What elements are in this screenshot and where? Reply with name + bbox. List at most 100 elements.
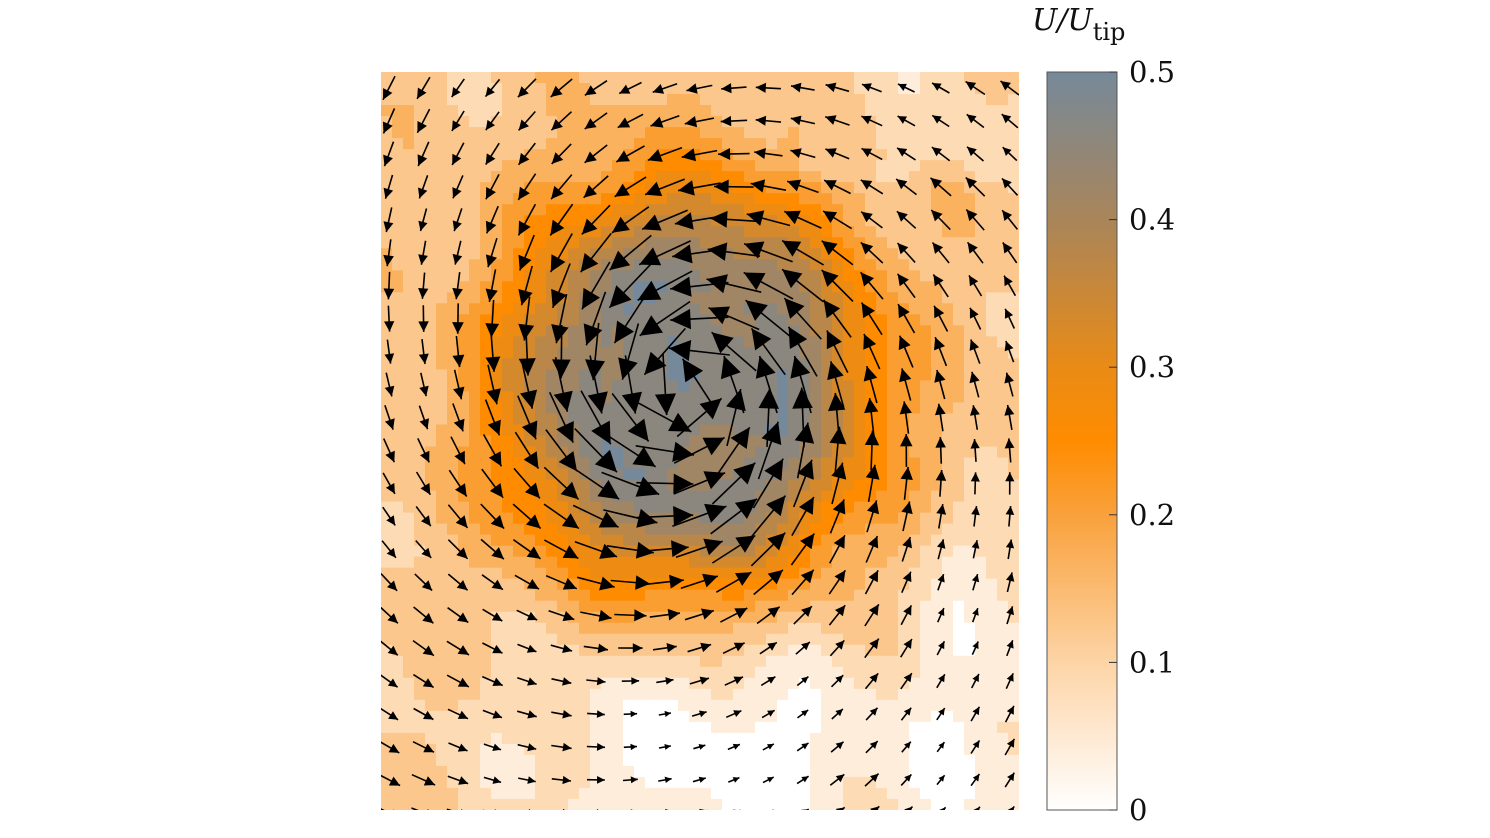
contour-cell bbox=[535, 391, 547, 404]
contour-cell bbox=[810, 259, 822, 271]
contour-cell bbox=[480, 413, 492, 426]
contour-cell bbox=[546, 292, 558, 304]
vector-arrow-head bbox=[609, 285, 632, 308]
contour-cell bbox=[403, 633, 415, 646]
contour-cell bbox=[634, 149, 646, 161]
contour-cell bbox=[975, 798, 987, 810]
contour-cell bbox=[469, 369, 481, 382]
vector-arrow-head bbox=[1006, 673, 1014, 682]
contour-cell bbox=[755, 578, 767, 591]
contour-cell bbox=[656, 622, 668, 635]
vector-arrow bbox=[543, 466, 580, 500]
contour-cell bbox=[667, 226, 679, 238]
contour-cell bbox=[634, 666, 646, 679]
contour-cell bbox=[909, 600, 921, 613]
contour-cell bbox=[843, 347, 855, 359]
contour-cell bbox=[777, 259, 789, 271]
vector-arrow-head bbox=[666, 643, 677, 653]
contour-cell bbox=[953, 325, 965, 337]
contour-cell bbox=[931, 545, 943, 558]
contour-cell bbox=[942, 72, 954, 84]
contour-cell bbox=[524, 468, 536, 481]
contour-cell bbox=[414, 380, 426, 393]
vector-arrow-head bbox=[938, 674, 945, 683]
contour-cell bbox=[612, 611, 624, 624]
contour-cell bbox=[898, 600, 910, 613]
vector-arrow bbox=[790, 148, 816, 159]
contour-cell bbox=[546, 666, 558, 679]
contour-cell bbox=[832, 171, 844, 183]
contour-cell bbox=[975, 160, 987, 172]
contour-cell bbox=[931, 523, 943, 536]
contour-cell bbox=[810, 600, 822, 613]
contour-cell bbox=[546, 567, 558, 580]
contour-cell bbox=[931, 633, 943, 646]
contour-cell bbox=[788, 512, 800, 525]
contour-cell bbox=[392, 237, 404, 249]
vector-arrow-head bbox=[452, 220, 462, 232]
contour-cell bbox=[788, 391, 800, 404]
contour-cell bbox=[733, 578, 745, 591]
contour-cell bbox=[799, 622, 811, 635]
contour-cell bbox=[953, 391, 965, 404]
vector-arrow-head bbox=[597, 643, 608, 654]
contour-cell bbox=[799, 446, 811, 459]
contour-cell bbox=[777, 171, 789, 183]
contour-cell bbox=[832, 259, 844, 271]
contour-cell bbox=[480, 732, 492, 745]
contour-cell bbox=[634, 765, 646, 778]
contour-cell bbox=[535, 490, 547, 503]
contour-cell bbox=[920, 413, 932, 426]
contour-cell bbox=[656, 292, 668, 304]
contour-cell bbox=[1008, 72, 1019, 84]
contour-cell bbox=[942, 567, 954, 580]
contour-cell bbox=[887, 523, 899, 536]
contour-cell bbox=[898, 182, 910, 194]
contour-cell bbox=[942, 413, 954, 426]
vector-arrow-head bbox=[637, 280, 662, 301]
contour-cell bbox=[403, 787, 415, 800]
vector-arrow bbox=[935, 403, 946, 432]
contour-cell bbox=[766, 94, 778, 106]
contour-cell bbox=[436, 721, 448, 734]
contour-cell bbox=[744, 336, 756, 348]
contour-cell bbox=[733, 644, 745, 657]
vector-arrow bbox=[864, 603, 880, 627]
contour-cell bbox=[997, 138, 1009, 150]
contour-cell bbox=[612, 237, 624, 249]
contour-cell bbox=[887, 380, 899, 393]
contour-cell bbox=[667, 677, 679, 690]
contour-cell bbox=[447, 270, 459, 282]
contour-cell bbox=[810, 655, 822, 668]
contour-cell bbox=[667, 534, 679, 547]
contour-cell bbox=[909, 160, 921, 172]
contour-cell bbox=[975, 94, 987, 106]
contour-cell bbox=[458, 292, 470, 304]
contour-cell bbox=[535, 259, 547, 271]
vector-arrow bbox=[821, 269, 854, 302]
contour-cell bbox=[986, 116, 998, 128]
vector-arrow-head bbox=[418, 187, 428, 199]
contour-cell bbox=[931, 347, 943, 359]
contour-cell bbox=[469, 688, 481, 701]
vector-arrow-head bbox=[485, 254, 497, 268]
contour-cell bbox=[645, 237, 657, 249]
vector-arrow bbox=[446, 640, 470, 656]
contour-cell bbox=[810, 479, 822, 492]
contour-cell bbox=[524, 171, 536, 183]
contour-cell bbox=[876, 105, 888, 117]
contour-cell bbox=[810, 523, 822, 536]
contour-cell bbox=[810, 94, 822, 106]
contour-cell bbox=[502, 523, 514, 536]
contour-cell bbox=[788, 435, 800, 448]
contour-cell bbox=[821, 314, 833, 326]
contour-cell bbox=[986, 798, 998, 810]
contour-cell bbox=[502, 479, 514, 492]
contour-cell bbox=[843, 776, 855, 789]
vector-arrow-head bbox=[1002, 178, 1012, 189]
contour-cell bbox=[898, 391, 910, 404]
contour-cell bbox=[843, 457, 855, 470]
contour-cell bbox=[513, 699, 525, 712]
contour-cell bbox=[601, 699, 613, 712]
contour-cell bbox=[678, 688, 690, 701]
